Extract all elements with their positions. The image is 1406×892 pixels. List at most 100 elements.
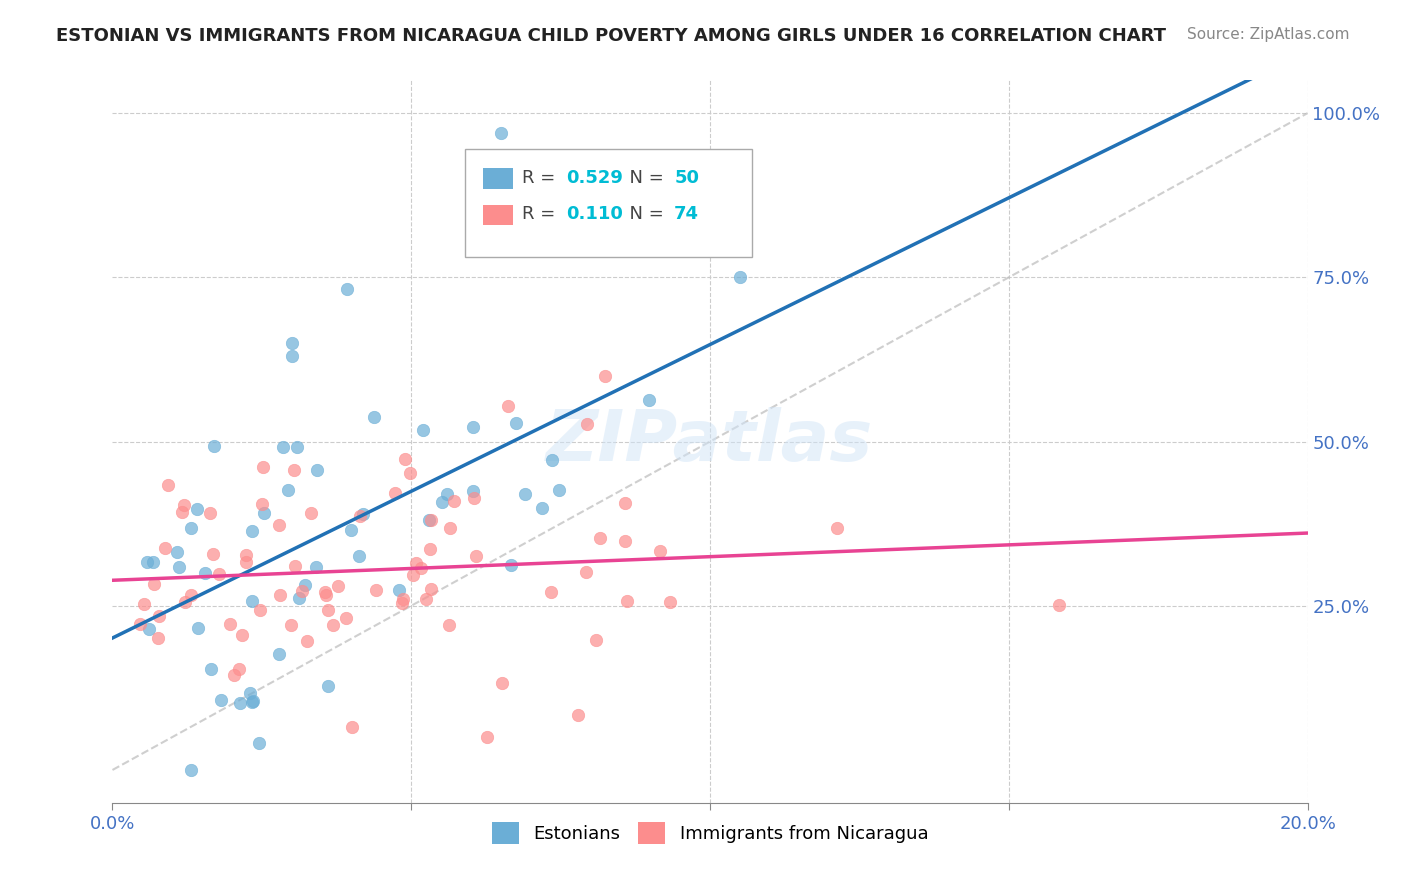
Point: [364, 582, 387, 597]
Point: [461, 483, 484, 498]
Point: [235, 548, 257, 562]
Point: [299, 506, 322, 520]
Point: [575, 417, 598, 432]
Point: [240, 594, 263, 608]
Text: 0.529: 0.529: [567, 169, 623, 186]
Point: [186, 621, 208, 635]
Point: [222, 667, 245, 681]
Text: 50: 50: [675, 169, 699, 186]
Point: [198, 506, 221, 520]
Point: [315, 588, 337, 602]
Point: [252, 460, 274, 475]
Point: [240, 524, 263, 538]
Point: [638, 392, 661, 407]
Text: N =: N =: [619, 205, 669, 223]
Point: [253, 506, 276, 520]
Point: [420, 582, 443, 596]
Point: [505, 416, 527, 430]
Text: N =: N =: [619, 169, 669, 186]
Point: [340, 720, 363, 734]
Point: [489, 126, 512, 140]
Point: [585, 633, 607, 648]
Point: [228, 662, 250, 676]
Point: [463, 420, 485, 434]
Point: [405, 557, 427, 571]
Point: [430, 495, 453, 509]
Point: [418, 513, 440, 527]
Point: [202, 439, 225, 453]
Point: [316, 679, 339, 693]
Point: [285, 440, 308, 454]
Point: [412, 423, 434, 437]
Point: [567, 708, 589, 723]
Text: ESTONIAN VS IMMIGRANTS FROM NICARAGUA CHILD POVERTY AMONG GIRLS UNDER 16 CORRELA: ESTONIAN VS IMMIGRANTS FROM NICARAGUA CH…: [56, 27, 1166, 45]
Point: [530, 501, 553, 516]
Point: [239, 686, 262, 700]
Point: [180, 521, 202, 535]
Point: [728, 270, 751, 285]
Point: [173, 595, 195, 609]
Point: [347, 549, 370, 564]
Point: [208, 567, 231, 582]
Point: [465, 549, 488, 563]
Point: [391, 591, 413, 606]
Point: [477, 730, 499, 744]
Point: [352, 507, 374, 521]
FancyBboxPatch shape: [465, 149, 752, 257]
Point: [135, 556, 157, 570]
Point: [229, 697, 252, 711]
Point: [825, 521, 848, 535]
Point: [291, 584, 314, 599]
Point: [614, 534, 637, 549]
Point: [541, 453, 564, 467]
Point: [132, 597, 155, 611]
Point: [247, 736, 270, 750]
Point: [172, 505, 194, 519]
Point: [616, 594, 638, 608]
Point: [283, 463, 305, 477]
Point: [242, 694, 264, 708]
Point: [575, 565, 598, 579]
Point: [499, 558, 522, 573]
Point: [491, 676, 513, 690]
Point: [297, 634, 319, 648]
Point: [269, 517, 291, 532]
Point: [614, 496, 637, 510]
Text: Source: ZipAtlas.com: Source: ZipAtlas.com: [1187, 27, 1350, 42]
Point: [146, 631, 169, 645]
Point: [148, 609, 170, 624]
Point: [336, 282, 359, 296]
Legend: Estonians, Immigrants from Nicaragua: Estonians, Immigrants from Nicaragua: [485, 815, 935, 852]
Point: [650, 544, 672, 558]
Point: [231, 628, 253, 642]
Point: [463, 491, 485, 506]
Point: [496, 399, 519, 413]
Point: [271, 441, 294, 455]
Point: [242, 694, 264, 708]
Point: [281, 336, 304, 351]
FancyBboxPatch shape: [484, 204, 513, 225]
Point: [269, 589, 291, 603]
Point: [194, 566, 217, 580]
Point: [180, 588, 202, 602]
Point: [142, 556, 165, 570]
Point: [202, 547, 225, 561]
Point: [439, 521, 461, 535]
Point: [180, 763, 202, 777]
Point: [443, 494, 465, 508]
Point: [349, 509, 371, 524]
Point: [211, 693, 233, 707]
Point: [173, 498, 195, 512]
Point: [267, 647, 290, 661]
Point: [157, 478, 180, 492]
Point: [249, 603, 271, 617]
Point: [155, 541, 177, 556]
Point: [384, 485, 406, 500]
Point: [277, 483, 299, 497]
Point: [419, 541, 441, 556]
Point: [363, 410, 385, 425]
Point: [250, 497, 273, 511]
Point: [409, 561, 432, 575]
Point: [394, 452, 416, 467]
Point: [200, 662, 222, 676]
